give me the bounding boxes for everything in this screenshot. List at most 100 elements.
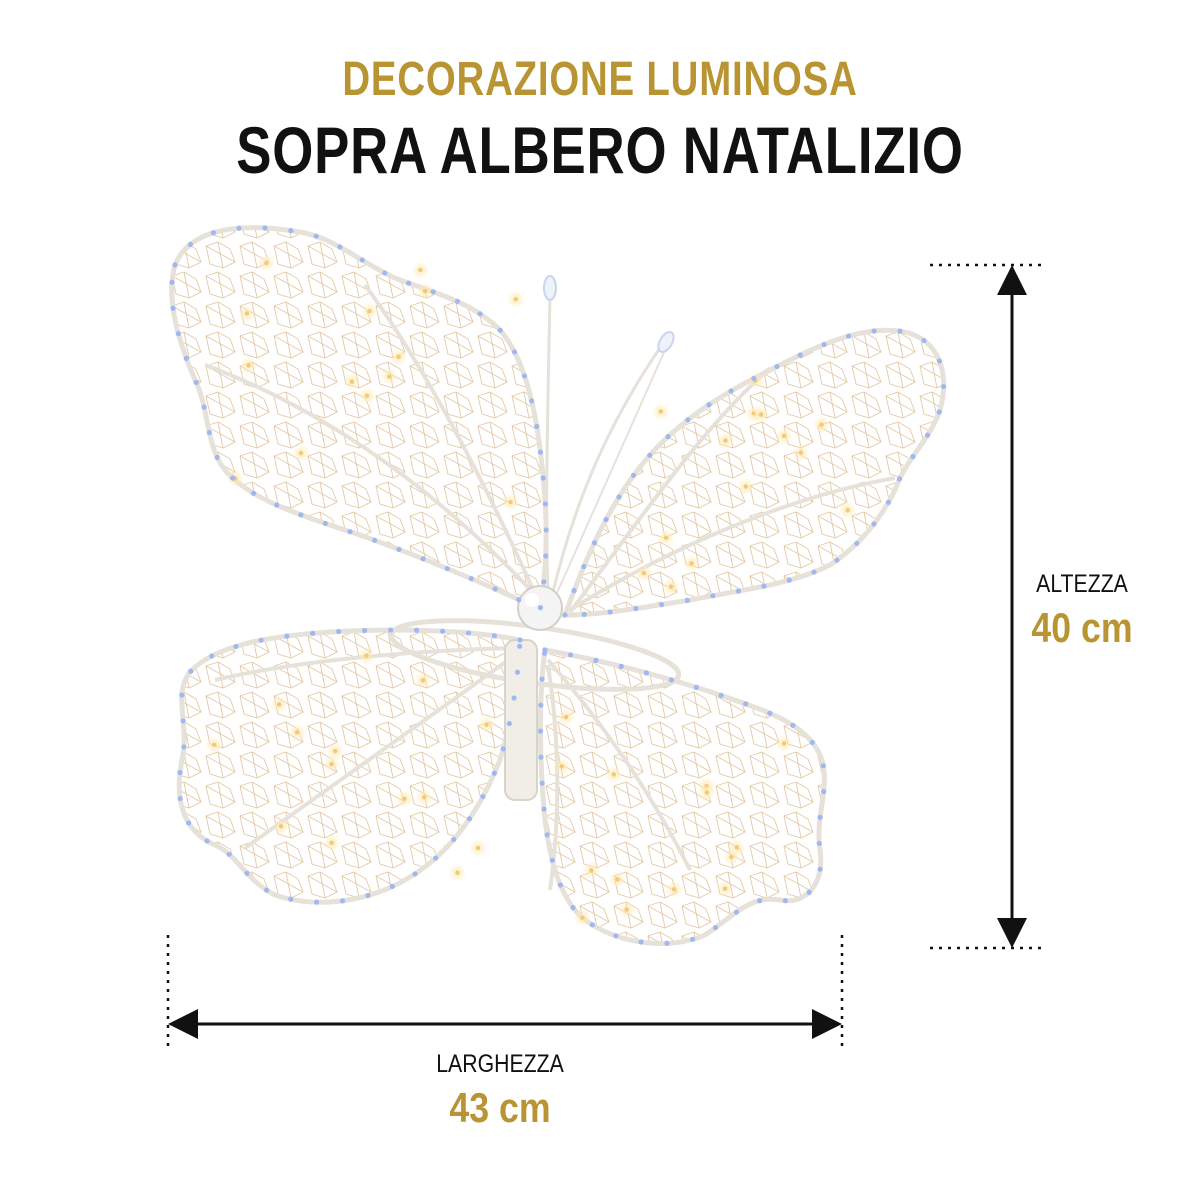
led-cool [871,328,877,334]
led-cool [492,586,498,592]
led-cool [693,684,699,690]
led-cool [936,409,942,415]
led-cool [359,257,365,263]
led-cool [186,820,192,826]
led-cool [537,728,544,734]
led-cool [539,780,545,786]
led-warm [641,570,647,576]
led-warm [244,311,250,316]
led-cool [336,628,342,635]
led-cool [821,788,827,795]
led-warm [246,363,251,368]
led-warm [734,845,739,850]
led-cool [811,569,817,575]
led-cool [313,899,320,905]
led-cool [172,262,178,268]
product-subtitle: DECORAZIONE LUMINOSA [342,53,858,106]
led-cool [537,449,544,455]
led-warm [704,790,710,795]
led-cool [175,331,181,337]
led-cool [607,609,613,615]
led-cool [638,939,644,945]
led-cool [371,537,378,543]
led-cool [786,577,792,583]
led-warm [484,722,489,727]
led-warm [845,507,850,513]
led-cool [854,540,860,547]
led-cool [538,702,544,708]
led-cool [570,905,576,911]
led-cool [339,898,346,904]
led-cool [244,870,250,876]
led-cool [517,643,523,649]
height-value: 40 cm [1031,604,1133,651]
led-warm [329,761,334,767]
led-cool [618,663,624,669]
led-cool [684,597,690,604]
led-cool [557,882,563,888]
led-cool [782,898,788,904]
led-cool [396,546,402,553]
led-cool [468,576,474,582]
led-warm [422,795,427,800]
width-value: 43 cm [449,1084,551,1131]
led-cool [616,494,622,500]
led-cool [647,452,653,458]
led-cool [543,553,549,559]
led-cool [406,280,412,286]
led-cool [767,710,773,716]
led-cool [412,871,418,877]
led-cool [233,643,239,650]
led-cool [821,341,827,348]
led-cool [924,432,931,438]
led-cool [581,563,587,570]
led-cool [466,816,473,822]
led-warm [455,870,460,875]
led-warm [580,915,585,920]
led-warm [798,450,804,455]
led-cool [451,836,457,843]
led-cool [834,557,840,563]
led-cool [529,398,535,404]
led-cool [581,611,587,617]
led-cool [541,806,547,812]
led-cool [591,540,598,546]
led-cool [444,565,450,572]
led-cool [193,379,199,386]
led-cool [809,739,815,745]
led-warm [387,374,392,379]
led-cool [735,588,742,594]
height-dimension [930,263,1045,950]
led-cool [541,650,548,656]
led-cool [183,355,189,361]
led-cool [817,814,823,820]
led-cool [516,597,522,603]
led-cool [209,653,215,659]
led-cool [497,327,503,333]
led-cool [180,718,186,724]
led-cool [613,933,619,939]
led-cool [756,898,763,904]
led-cool [274,502,280,508]
led-warm [396,354,401,360]
led-cool [633,605,639,612]
led-cool [382,270,388,276]
led-cool [562,612,568,618]
led-warm [367,308,372,314]
led-cool [288,896,294,902]
led-cool [480,793,486,800]
led-cool [262,225,268,231]
led-cool [539,676,545,682]
led-cool [169,279,175,285]
led-warm [689,561,694,566]
led-cool [690,936,696,942]
led-cool [514,669,521,675]
led-warm [589,868,594,873]
led-cool [201,404,207,410]
led-warm [329,840,334,846]
led-cool [751,375,757,382]
led-cool [465,630,472,636]
led-cool [313,233,319,239]
led-warm [743,484,748,489]
led-cool [387,627,394,633]
